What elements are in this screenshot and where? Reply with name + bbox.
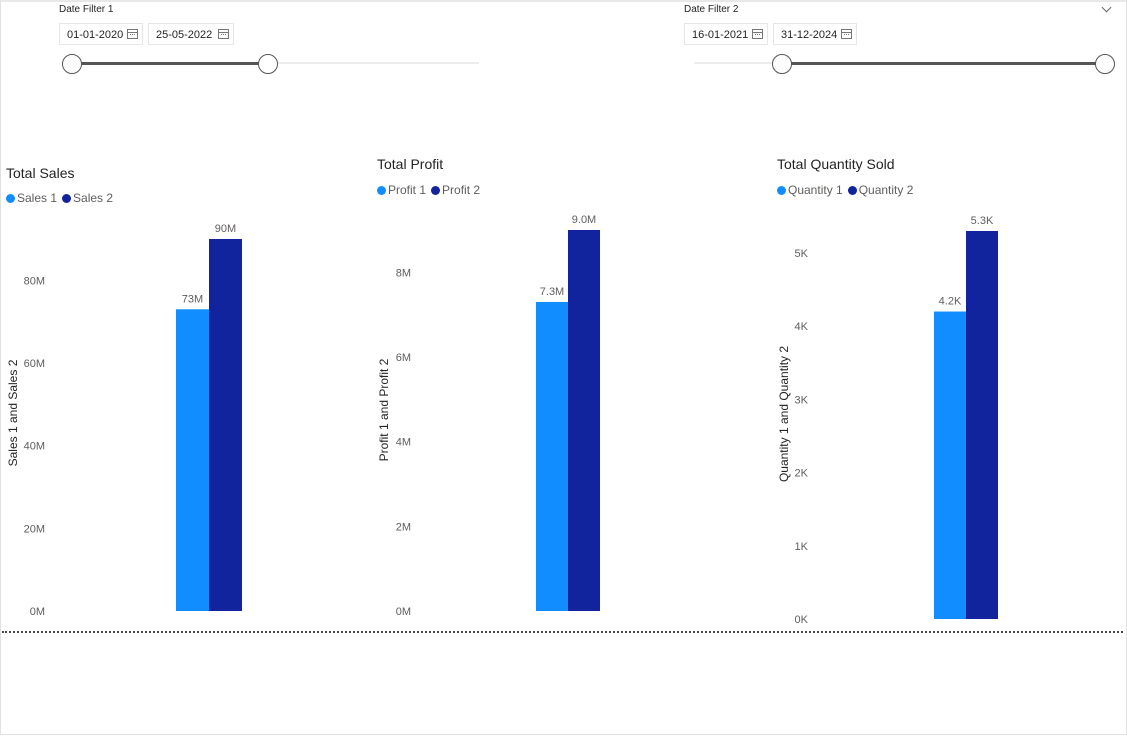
y-tick-label: 2M [396, 521, 411, 533]
data-label: 9.0M [572, 214, 596, 226]
calendar-icon[interactable] [218, 29, 229, 39]
y-tick-label: 4M [396, 437, 411, 449]
calendar-icon[interactable] [127, 29, 138, 39]
legend-item-series-1[interactable]: Sales 1 [6, 191, 57, 205]
start-date-value: 16-01-2021 [692, 29, 749, 41]
y-tick-label: 1K [795, 541, 809, 553]
legend-dot-icon [847, 185, 857, 195]
date-filter-1-title: Date Filter 1 [59, 4, 114, 15]
legend-item-series-2[interactable]: Profit 2 [431, 183, 480, 197]
y-tick-label: 0M [30, 606, 45, 618]
chart-title: Total Profit [377, 156, 444, 172]
legend-item-series-1[interactable]: Profit 1 [377, 183, 426, 197]
legend-item-series-2[interactable]: Sales 2 [62, 191, 113, 205]
date-filter-2-end-handle[interactable] [1095, 54, 1115, 74]
legend-item-series-2[interactable]: Quantity 2 [847, 183, 914, 197]
bar-2[interactable] [209, 239, 242, 611]
calendar-icon[interactable] [752, 29, 763, 39]
legend-label: Profit 1 [388, 183, 427, 197]
date-filter-1-end-handle[interactable] [258, 54, 278, 74]
start-date-value: 01-01-2020 [67, 29, 124, 41]
y-tick-label: 60M [24, 358, 45, 370]
y-tick-label: 80M [24, 275, 45, 287]
legend-label: Profit 2 [442, 183, 481, 197]
legend-dot-icon [777, 185, 786, 195]
legend-dot-icon [377, 185, 386, 195]
y-tick-label: 4K [795, 321, 809, 333]
date-filter-2-start-input[interactable]: 16-01-2021 [684, 23, 768, 45]
data-label: 4.2K [939, 296, 962, 308]
bar-1[interactable] [934, 311, 966, 619]
y-tick-label: 20M [24, 523, 45, 535]
legend-label: Sales 1 [17, 191, 58, 205]
top-border [0, 0, 1127, 2]
bar-2[interactable] [568, 230, 600, 611]
y-tick-label: 2K [795, 468, 809, 480]
date-filter-1-range-fill [72, 62, 268, 65]
chart-title: Total Sales [6, 165, 75, 181]
chart-legend: Quantity 1 Quantity 2 [777, 183, 918, 197]
date-filter-2-title: Date Filter 2 [684, 4, 739, 15]
legend-item-series-1[interactable]: Quantity 1 [777, 183, 843, 197]
legend-dot-icon [431, 185, 441, 195]
chart-title: Total Quantity Sold [777, 156, 895, 172]
y-tick-label: 8M [396, 267, 411, 279]
chart-legend: Sales 1 Sales 2 [6, 191, 118, 205]
date-filter-2-start-handle[interactable] [772, 54, 792, 74]
date-filter-2-end-input[interactable]: 31-12-2024 [773, 23, 857, 45]
end-date-value: 25-05-2022 [156, 29, 213, 41]
legend-label: Sales 2 [73, 191, 114, 205]
date-filter-1-end-input[interactable]: 25-05-2022 [148, 23, 234, 45]
y-tick-label: 0M [396, 606, 411, 618]
date-filter-1-start-handle[interactable] [62, 54, 82, 74]
y-tick-label: 5K [795, 248, 809, 260]
legend-dot-icon [62, 193, 72, 203]
calendar-icon[interactable] [841, 29, 852, 39]
date-filter-1-start-input[interactable]: 01-01-2020 [59, 23, 143, 45]
bar-1[interactable] [536, 301, 568, 611]
data-label: 7.3M [540, 286, 564, 298]
data-label: 73M [182, 293, 203, 305]
y-tick-label: 40M [24, 441, 45, 453]
chart-legend: Profit 1 Profit 2 [377, 183, 485, 197]
legend-dot-icon [6, 193, 15, 203]
legend-label: Quantity 1 [788, 183, 843, 197]
legend-label: Quantity 2 [858, 183, 914, 197]
date-filter-2-range-fill [782, 62, 1105, 65]
bar-2[interactable] [966, 231, 998, 619]
data-label: 90M [215, 223, 236, 235]
bar-1[interactable] [176, 309, 209, 611]
data-label: 5.3K [971, 215, 994, 227]
y-tick-label: 3K [795, 394, 809, 406]
y-tick-label: 6M [396, 352, 411, 364]
page-divider [2, 631, 1123, 633]
end-date-value: 31-12-2024 [781, 29, 838, 41]
y-tick-label: 0K [795, 614, 809, 626]
